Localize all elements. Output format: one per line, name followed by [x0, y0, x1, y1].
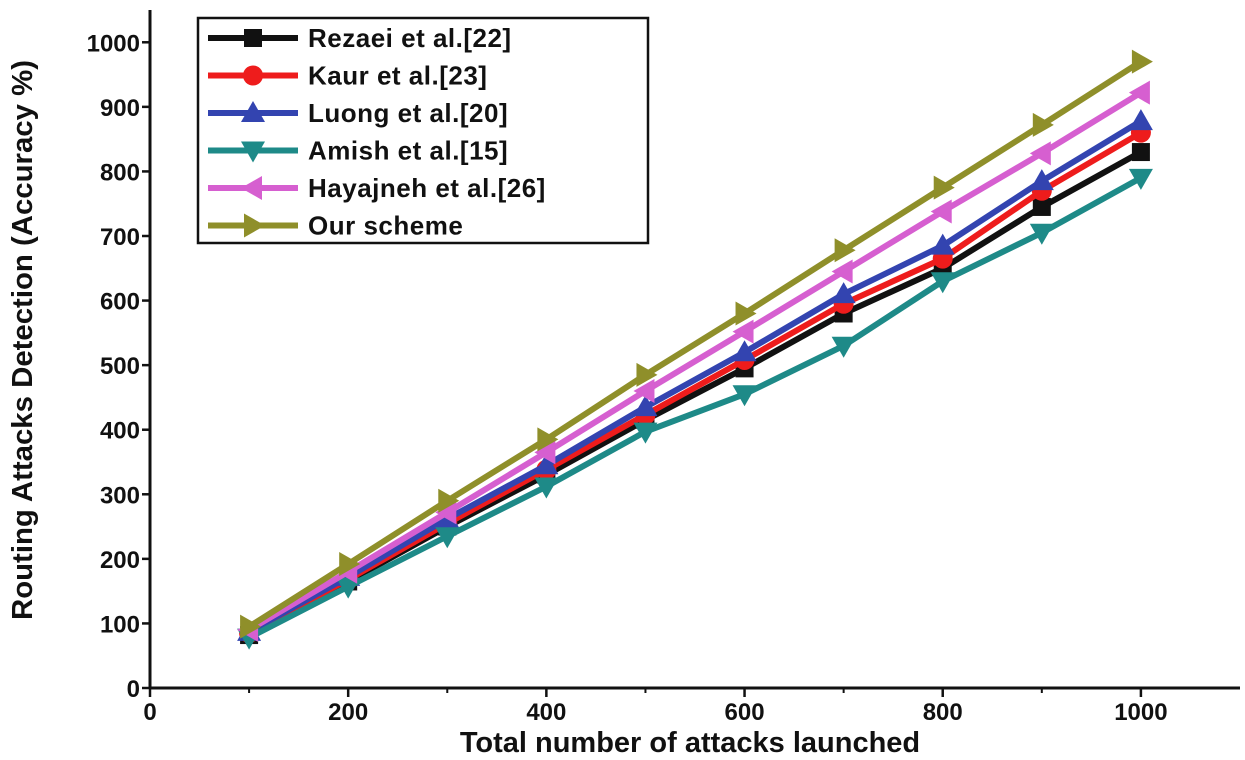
y-tick-label: 0 — [127, 676, 140, 703]
series-layer — [237, 49, 1153, 650]
x-tick-label: 1000 — [1114, 699, 1167, 726]
data-point — [1029, 141, 1051, 166]
data-point — [930, 233, 955, 255]
legend-label: Luong et al.[20] — [308, 98, 508, 128]
data-point — [1029, 169, 1054, 191]
legend-label: Kaur et al.[23] — [308, 61, 487, 91]
legend-marker — [243, 65, 263, 86]
x-tick-label: 200 — [328, 699, 368, 726]
legend-item: Luong et al.[20] — [208, 98, 508, 128]
x-tick-label: 400 — [526, 699, 566, 726]
legend-item: Our scheme — [208, 211, 463, 241]
legend-marker — [241, 101, 265, 122]
legend-marker — [241, 176, 262, 200]
data-point — [930, 199, 952, 224]
data-point — [633, 422, 658, 444]
y-tick-label: 700 — [100, 224, 140, 251]
data-point — [534, 440, 556, 465]
data-point — [732, 319, 754, 344]
data-point — [336, 577, 361, 599]
y-tick-label: 500 — [100, 353, 140, 380]
series-line — [246, 118, 1144, 635]
data-point — [537, 427, 559, 452]
legend-label: Hayajneh et al.[26] — [308, 173, 546, 203]
legend-label: Amish et al.[15] — [308, 136, 508, 166]
data-point — [1128, 109, 1153, 131]
x-tick-label: 0 — [143, 699, 156, 726]
y-tick-label: 100 — [100, 611, 140, 638]
legend-label: Our scheme — [308, 211, 463, 241]
data-point — [435, 527, 460, 549]
series-line — [246, 129, 1144, 637]
legend-marker — [244, 213, 265, 238]
data-point — [831, 282, 856, 304]
data-point — [438, 488, 460, 513]
x-tick-label: 600 — [725, 699, 765, 726]
legend-marker — [241, 141, 265, 163]
y-tick-label: 600 — [100, 289, 140, 316]
data-point — [732, 340, 757, 362]
series-line — [246, 174, 1144, 641]
series-line — [246, 58, 1144, 630]
data-point — [633, 378, 655, 403]
series-line — [246, 89, 1144, 633]
x-axis-title: Total number of attacks launched — [460, 727, 920, 759]
data-point — [834, 238, 856, 263]
data-point — [636, 362, 658, 387]
data-point — [732, 385, 757, 407]
data-point — [930, 272, 955, 294]
legend-item: Rezaei et al.[22] — [208, 23, 512, 53]
data-point — [534, 477, 559, 499]
legend: Rezaei et al.[22] Kaur et al.[23] Luong et… — [196, 16, 650, 245]
axes: 0 200 400 600 800 1000 0 100 200 300 400 500 600 700 8… — [87, 10, 1240, 726]
y-tick-label: 800 — [100, 159, 140, 186]
data-point — [1131, 49, 1153, 74]
legend-item: Amish et al.[15] — [208, 136, 508, 166]
data-point — [1029, 223, 1054, 245]
data-point — [1128, 168, 1153, 190]
y-tick-label: 300 — [100, 482, 140, 509]
data-point — [735, 301, 757, 326]
y-tick-label: 200 — [100, 547, 140, 574]
data-point — [534, 453, 559, 475]
series-3 — [237, 168, 1153, 650]
data-point — [339, 552, 361, 577]
y-axis-title: Routing Attacks Detection (Accuracy %) — [7, 60, 39, 620]
legend-box — [196, 16, 650, 245]
data-point — [435, 500, 457, 525]
data-point — [1131, 143, 1150, 162]
data-point — [1032, 197, 1051, 216]
legend-marker — [244, 29, 262, 47]
x-tick-label: 800 — [923, 699, 963, 726]
data-point — [933, 175, 955, 200]
legend-item: Hayajneh et al.[26] — [208, 173, 546, 203]
data-point — [633, 395, 658, 417]
data-point — [831, 259, 853, 284]
data-point — [240, 614, 262, 639]
legend-item: Kaur et al.[23] — [208, 61, 487, 91]
y-tick-label: 900 — [100, 95, 140, 122]
legend-label: Rezaei et al.[22] — [308, 23, 512, 53]
data-point — [1032, 112, 1054, 137]
y-tick-label: 1000 — [87, 30, 140, 57]
series-5 — [240, 49, 1153, 639]
data-point — [1128, 80, 1150, 105]
data-point — [831, 336, 856, 358]
y-tick-label: 400 — [100, 418, 140, 445]
series-4 — [237, 80, 1150, 642]
